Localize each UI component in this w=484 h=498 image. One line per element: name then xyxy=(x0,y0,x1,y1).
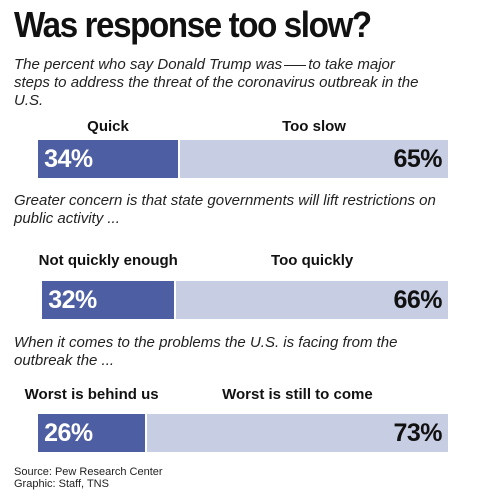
stacked-bar-3: 26% 73% xyxy=(38,414,448,452)
subtitle-text-start: The percent who say Donald Trump was xyxy=(14,56,283,73)
chart-subtitle: The percent who say Donald Trump was to t… xyxy=(14,56,418,110)
question-3-line-2: outbreak the ... xyxy=(14,352,115,369)
value-label-too-quickly: 66% xyxy=(393,286,442,314)
bar-segment-too-slow xyxy=(180,140,448,178)
stacked-bar-1: 34% 65% xyxy=(38,140,448,178)
category-label-quick: Quick xyxy=(87,118,129,135)
subtitle-line-2: steps to address the threat of the coron… xyxy=(14,74,419,91)
value-label-quick: 34% xyxy=(44,145,93,173)
stacked-bar-2: 32% 66% xyxy=(42,281,448,319)
category-label-not-quickly-enough: Not quickly enough xyxy=(38,252,178,269)
value-label-worst-to-come: 73% xyxy=(393,419,442,447)
question-2-line-1: Greater concern is that state government… xyxy=(14,192,436,209)
category-label-worst-behind: Worst is behind us xyxy=(24,386,159,403)
question-3: When it comes to the problems the U.S. i… xyxy=(14,334,398,370)
category-label-worst-to-come: Worst is still to come xyxy=(222,386,373,403)
bar-segment-not-quickly-enough xyxy=(42,281,175,319)
bar-segment-too-quickly xyxy=(176,281,448,319)
bar-segment-worst-behind xyxy=(38,414,146,452)
source-note: Source: Pew Research Center xyxy=(14,466,163,478)
credit-note: Graphic: Staff, TNS xyxy=(14,478,109,490)
category-label-too-quickly: Too quickly xyxy=(271,252,354,269)
value-label-not-quickly-enough: 32% xyxy=(48,286,97,314)
question-2-line-2: public activity ... xyxy=(14,210,120,227)
bar-segment-quick xyxy=(38,140,179,178)
question-3-line-1: When it comes to the problems the U.S. i… xyxy=(14,334,398,351)
blank-line xyxy=(284,65,307,66)
question-2: Greater concern is that state government… xyxy=(14,192,436,228)
value-label-worst-behind: 26% xyxy=(44,419,93,447)
bar-segment-worst-to-come xyxy=(147,414,448,452)
subtitle-text-end: to take major xyxy=(308,56,395,73)
subtitle-line-3: U.S. xyxy=(14,92,44,109)
value-label-too-slow: 65% xyxy=(393,145,442,173)
chart-title: Was response too slow? xyxy=(14,4,372,45)
category-label-too-slow: Too slow xyxy=(282,118,346,135)
